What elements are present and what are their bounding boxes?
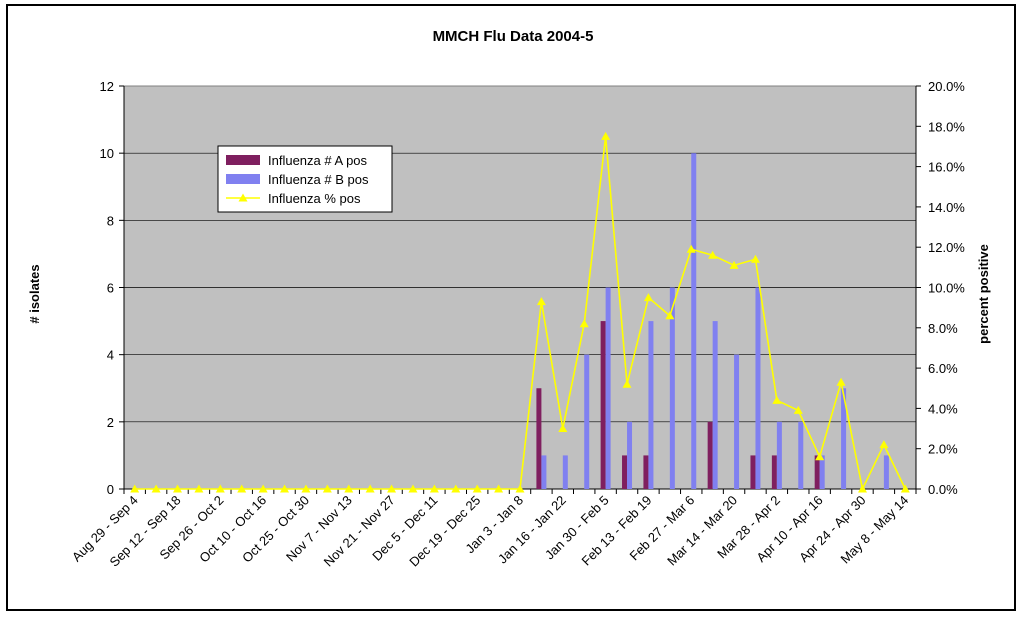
y2-tick-label: 12.0% bbox=[928, 240, 965, 255]
bar bbox=[622, 455, 628, 489]
y-tick-label: 2 bbox=[107, 415, 114, 430]
y-tick-label: 0 bbox=[107, 482, 114, 497]
line-marker bbox=[237, 484, 247, 493]
bar bbox=[750, 455, 756, 489]
line-marker bbox=[836, 377, 846, 386]
legend: Influenza # A pos Influenza # B pos Influe… bbox=[217, 145, 393, 213]
line-marker bbox=[494, 484, 504, 493]
flu-chart: MMCH Flu Data 2004-5 # isolates percent … bbox=[27, 28, 991, 570]
line-marker bbox=[280, 484, 290, 493]
line-marker bbox=[472, 484, 482, 493]
legend-label: Influenza # A pos bbox=[268, 153, 368, 168]
legend-label: Influenza # B pos bbox=[268, 172, 369, 187]
y2-tick-label: 16.0% bbox=[928, 160, 965, 175]
line-marker bbox=[322, 484, 332, 493]
y2-tick-label: 4.0% bbox=[928, 401, 958, 416]
line-marker bbox=[344, 484, 354, 493]
line-marker bbox=[130, 484, 140, 493]
y2-tick-label: 2.0% bbox=[928, 442, 958, 457]
line-marker bbox=[515, 484, 525, 493]
line-marker bbox=[879, 440, 889, 449]
legend-label: Influenza % pos bbox=[268, 191, 361, 206]
y-tick-label: 10 bbox=[100, 146, 114, 161]
bar bbox=[669, 287, 675, 489]
y2-tick-label: 20.0% bbox=[928, 79, 965, 94]
line-marker bbox=[857, 484, 867, 493]
line-marker bbox=[601, 131, 611, 140]
bar bbox=[819, 455, 825, 489]
legend-swatch bbox=[226, 155, 260, 165]
bar bbox=[541, 455, 547, 489]
bar bbox=[605, 287, 611, 489]
bar bbox=[776, 421, 782, 489]
bar bbox=[841, 388, 847, 489]
bar bbox=[734, 354, 740, 489]
line-marker bbox=[900, 484, 910, 493]
line-marker bbox=[451, 484, 461, 493]
line-marker bbox=[194, 484, 204, 493]
bar bbox=[648, 321, 654, 489]
line-marker bbox=[750, 254, 760, 263]
chart-title: MMCH Flu Data 2004-5 bbox=[433, 28, 594, 45]
y2-tick-label: 6.0% bbox=[928, 361, 958, 376]
y-tick-label: 12 bbox=[100, 79, 114, 94]
line-marker bbox=[429, 484, 439, 493]
bar bbox=[814, 455, 820, 489]
line-marker bbox=[301, 484, 311, 493]
y-tick-label: 4 bbox=[107, 348, 114, 363]
bar bbox=[536, 388, 542, 489]
y2-tick-label: 14.0% bbox=[928, 200, 965, 215]
bar bbox=[562, 455, 568, 489]
bar bbox=[627, 421, 633, 489]
line-marker bbox=[815, 452, 825, 461]
line-marker bbox=[387, 484, 397, 493]
line-marker bbox=[536, 297, 546, 306]
y-tick-label: 6 bbox=[107, 281, 114, 296]
line-marker bbox=[729, 260, 739, 269]
line-marker bbox=[579, 319, 589, 328]
legend-marker bbox=[238, 193, 248, 202]
y2-axis-title: percent positive bbox=[976, 244, 991, 344]
line-marker bbox=[793, 405, 803, 414]
bar bbox=[691, 153, 697, 489]
line-marker bbox=[708, 250, 718, 259]
y2-tick-label: 18.0% bbox=[928, 119, 965, 134]
line-marker bbox=[408, 484, 418, 493]
line-marker bbox=[772, 395, 782, 404]
line-marker bbox=[215, 484, 225, 493]
legend-swatch bbox=[226, 174, 260, 184]
bar bbox=[755, 287, 761, 489]
bar bbox=[712, 321, 718, 489]
line-marker bbox=[173, 484, 183, 493]
bar bbox=[643, 455, 649, 489]
bar bbox=[883, 455, 889, 489]
line-marker bbox=[622, 379, 632, 388]
line-marker bbox=[365, 484, 375, 493]
bar bbox=[600, 321, 606, 489]
line-marker bbox=[665, 311, 675, 320]
y2-tick-label: 8.0% bbox=[928, 321, 958, 336]
y2-tick-label: 10.0% bbox=[928, 281, 965, 296]
line-marker bbox=[151, 484, 161, 493]
bar bbox=[584, 354, 590, 489]
bar bbox=[798, 421, 804, 489]
line-marker bbox=[258, 484, 268, 493]
y2-tick-label: 0.0% bbox=[928, 482, 958, 497]
bar bbox=[771, 455, 777, 489]
bar bbox=[707, 421, 713, 489]
y-tick-label: 8 bbox=[107, 213, 114, 228]
line-marker bbox=[643, 293, 653, 302]
y-axis-title: # isolates bbox=[27, 264, 42, 323]
line-marker bbox=[686, 244, 696, 253]
line-marker bbox=[558, 424, 568, 433]
chart-frame: MMCH Flu Data 2004-5 # isolates percent … bbox=[6, 4, 1016, 611]
